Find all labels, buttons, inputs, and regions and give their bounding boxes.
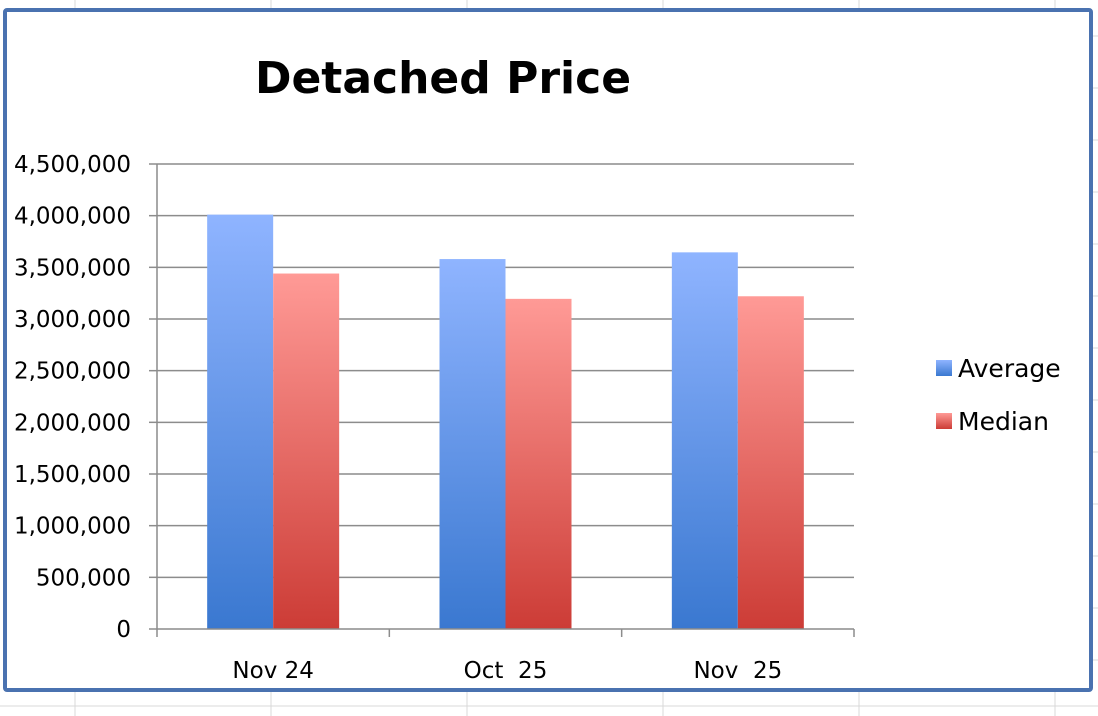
bar-average-1 xyxy=(207,214,274,629)
y-tick-label: 3,500,000 xyxy=(14,255,131,281)
y-tick-label: 1,000,000 xyxy=(14,514,131,540)
x-tick-label: Nov 25 xyxy=(693,658,782,684)
x-tick-label: Nov 24 xyxy=(232,658,313,684)
bars xyxy=(207,214,804,629)
y-tick-label: 2,500,000 xyxy=(14,359,131,385)
y-tick-label: 2,000,000 xyxy=(14,410,131,436)
bar-median-1 xyxy=(273,273,340,629)
x-axis-tick-labels: Nov 24 Oct 25 Nov 25 xyxy=(232,658,782,684)
y-tick-label: 4,000,000 xyxy=(14,204,131,230)
bar-average-3 xyxy=(671,252,738,629)
bar-median-2 xyxy=(505,298,572,629)
legend-swatch-median xyxy=(936,413,952,429)
x-tick-label: Oct 25 xyxy=(464,658,548,684)
y-tick-label: 500,000 xyxy=(36,565,131,591)
bar-average-2 xyxy=(439,259,506,629)
y-axis-tick-labels: 0 500,000 1,000,000 1,500,000 2,000,000 2,500… xyxy=(14,152,131,643)
legend-label-average: Average xyxy=(958,354,1061,383)
y-tick-label: 0 xyxy=(116,617,131,643)
chart-title: Detached Price xyxy=(255,53,631,104)
bar-median-3 xyxy=(737,296,804,629)
legend-label-median: Median xyxy=(958,407,1049,436)
legend[interactable]: Average Median xyxy=(936,354,1061,436)
axes xyxy=(149,163,855,637)
y-tick-label: 1,500,000 xyxy=(14,462,131,488)
y-tick-label: 4,500,000 xyxy=(14,152,131,178)
legend-swatch-average xyxy=(936,360,952,376)
y-tick-label: 3,000,000 xyxy=(14,307,131,333)
